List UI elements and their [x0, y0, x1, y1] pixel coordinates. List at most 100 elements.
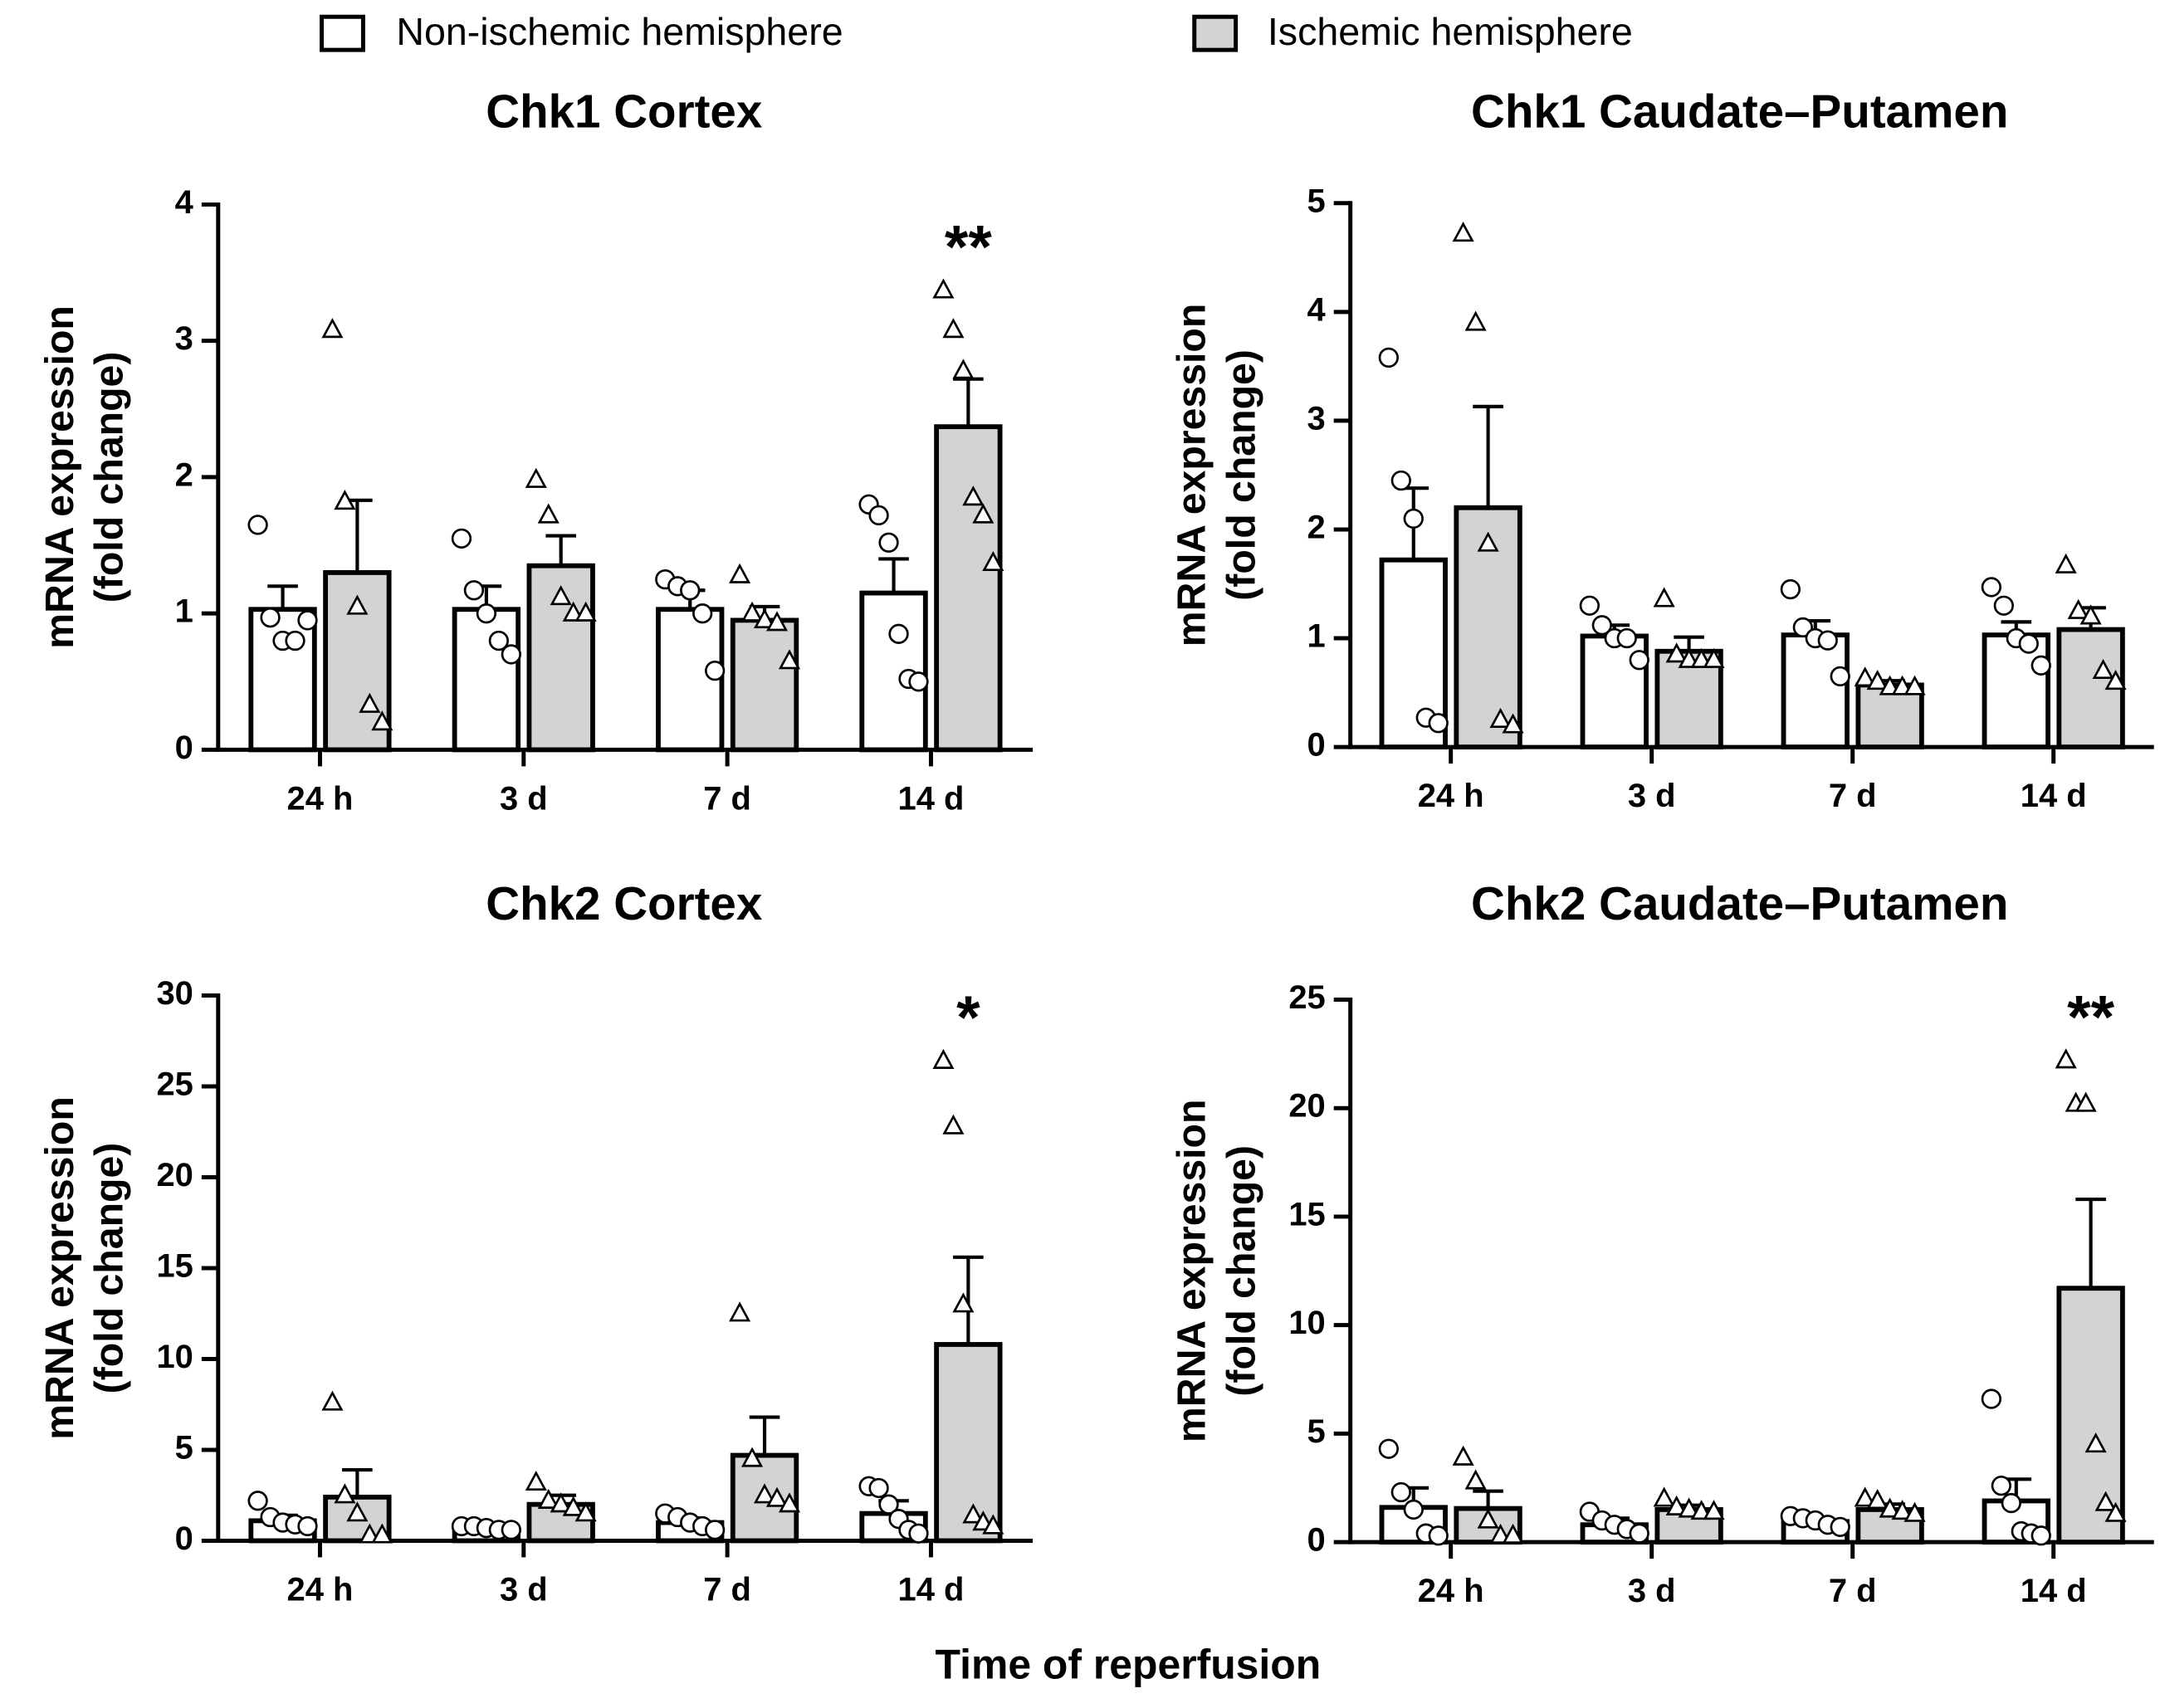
data-point [550, 1492, 572, 1513]
data-point [680, 580, 701, 601]
data-point [1904, 675, 1926, 695]
y-tick-label: 25 [1288, 979, 1325, 1016]
data-point [1993, 595, 2014, 616]
data-point [1854, 1486, 1876, 1507]
data-point [1678, 1497, 1700, 1518]
data-point [2055, 553, 2077, 573]
data-point [1378, 1438, 1399, 1459]
y-axis-label: mRNA expression (fold change) [1169, 304, 1263, 647]
data-point [1464, 1469, 1487, 1490]
data-point [908, 1523, 929, 1544]
data-point [2075, 1091, 2097, 1112]
y-tick-label: 0 [1307, 1522, 1326, 1559]
data-point [1866, 670, 1889, 691]
data-point [1502, 1523, 1524, 1544]
data-point [451, 528, 472, 549]
y-tick-label: 5 [175, 1430, 193, 1466]
data-point [247, 515, 268, 535]
y-axis-label: mRNA expression (fold change) [37, 1096, 132, 1440]
data-point [1403, 508, 1424, 529]
y-tick-label: 2 [1307, 510, 1326, 546]
data-point [962, 486, 985, 506]
error-bar [878, 557, 909, 593]
data-point [741, 1447, 764, 1467]
data-point [501, 1520, 521, 1540]
y-tick-label: 4 [1307, 291, 1326, 328]
error-bar [267, 584, 298, 610]
chart-title: Chk1 Caudate–Putamen [1471, 85, 2008, 137]
data-point [1703, 647, 1725, 668]
x-tick-label: 3 d [1628, 778, 1676, 814]
data-point [729, 1301, 751, 1322]
x-tick-label: 14 d [898, 1572, 965, 1608]
bar [934, 424, 1003, 753]
x-tick-label: 14 d [2021, 778, 2087, 814]
data-point [334, 1483, 356, 1504]
data-point [334, 490, 356, 510]
data-point [1703, 1500, 1725, 1520]
y-tick-label: 5 [1307, 183, 1326, 219]
data-point [932, 278, 955, 299]
x-tick-label: 14 d [898, 781, 965, 817]
data-point [753, 608, 776, 629]
x-tick-label: 3 d [500, 781, 548, 817]
data-point [476, 603, 497, 624]
data-point [247, 1491, 268, 1511]
data-point [705, 1520, 726, 1540]
data-point [868, 505, 889, 526]
data-point [574, 601, 597, 622]
data-point [346, 1501, 369, 1522]
data-point [908, 671, 929, 692]
data-point [1665, 1495, 1688, 1515]
legend-label: Non-ischemic hemisphere [396, 10, 843, 53]
error-bar [953, 1255, 984, 1344]
data-point [321, 318, 344, 339]
data-point [878, 532, 899, 553]
data-point [753, 1483, 776, 1504]
y-tick-label: 15 [1288, 1196, 1325, 1232]
data-point [1830, 666, 1850, 687]
data-point [2067, 598, 2089, 619]
bar [934, 1342, 1003, 1544]
error-bar [749, 1415, 780, 1456]
data-point [359, 692, 381, 713]
significance-marker: * [956, 983, 980, 1052]
y-tick-label: 4 [175, 184, 193, 221]
data-point [982, 550, 1004, 572]
data-point [692, 603, 713, 624]
data-point [878, 1494, 899, 1515]
data-point [1591, 615, 1612, 636]
y-axis-label: mRNA expression (fold change) [1169, 1100, 1263, 1443]
data-point [1428, 713, 1449, 734]
data-point [1390, 1481, 1411, 1503]
data-point [2031, 1525, 2051, 1546]
data-point [2079, 604, 2102, 625]
x-tick-label: 3 d [1628, 1573, 1676, 1609]
data-point [962, 1503, 985, 1524]
data-point [972, 503, 995, 524]
y-tick-label: 10 [1288, 1305, 1325, 1341]
data-point [2094, 1491, 2117, 1511]
error-bar [1473, 404, 1503, 508]
data-point [463, 580, 485, 601]
data-point [1817, 630, 1838, 651]
x-tick-label: 24 h [1418, 1573, 1484, 1609]
y-tick-label: 25 [156, 1066, 193, 1103]
data-point [1489, 707, 1512, 728]
y-axis-label-line: (fold change) [1219, 1145, 1263, 1397]
data-point [1792, 617, 1813, 638]
y-axis-label-line: mRNA expression [1169, 304, 1214, 647]
error-bar [342, 498, 373, 573]
data-point [982, 1514, 1004, 1535]
data-point [2001, 1492, 2021, 1514]
x-tick-label: 7 d [1829, 778, 1877, 814]
data-point [888, 623, 909, 644]
data-point [1879, 1497, 1901, 1518]
y-axis-label-line: mRNA expression [37, 305, 82, 649]
significance-marker: ** [2067, 983, 2114, 1051]
bar [730, 1452, 799, 1544]
data-point [1616, 627, 1637, 649]
y-axis-label: mRNA expression (fold change) [37, 305, 132, 649]
bar [452, 607, 521, 753]
